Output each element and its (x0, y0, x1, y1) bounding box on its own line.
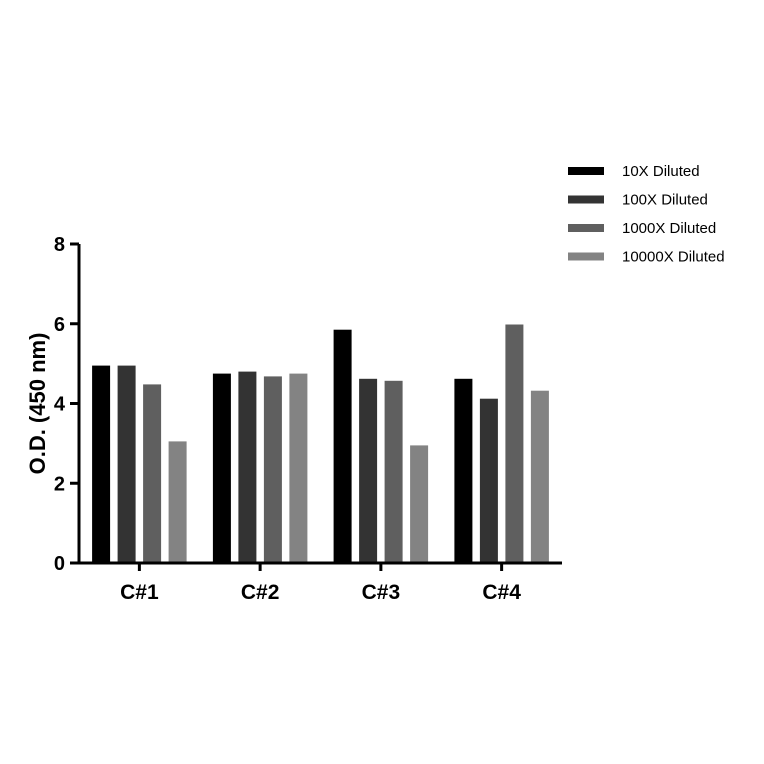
bar-C4-series-1 (454, 378, 473, 563)
y-tick-label: 4 (54, 394, 66, 416)
legend-swatch (568, 167, 604, 175)
bar-C2-series-3 (263, 376, 282, 563)
bar-C3-series-2 (359, 378, 378, 563)
legend-label: 10000X Diluted (622, 249, 725, 266)
y-tick-label: 2 (54, 473, 65, 495)
bar-C1-series-2 (117, 365, 136, 563)
legend: 10X Diluted 100X Diluted 1000X Diluted 1000… (568, 163, 725, 266)
x-category-label: C#1 (120, 581, 159, 604)
bar-C4-series-2 (479, 398, 498, 563)
y-axis-title: O.D. (450 nm) (25, 333, 50, 475)
bar-C1-series-1 (92, 365, 111, 563)
bar-C3-series-1 (333, 329, 352, 563)
bar-C3-series-3 (384, 380, 403, 563)
legend-swatch (568, 224, 604, 232)
y-tick-label: 6 (54, 314, 65, 336)
bar-C1-series-4 (168, 441, 187, 563)
legend-swatch (568, 195, 604, 204)
bar-C2-series-4 (289, 373, 308, 563)
legend-label: 1000X Diluted (622, 220, 716, 237)
bar-C2-series-1 (212, 373, 231, 563)
y-ticks-group: 0 2 4 6 8 (54, 234, 79, 575)
x-category-label: C#2 (241, 581, 280, 604)
legend-label: 10X Diluted (622, 163, 700, 180)
x-category-label: C#3 (362, 581, 401, 604)
x-ticks-group: C#1 C#2 C#3 C#4 (120, 563, 521, 604)
legend-swatch (568, 252, 604, 261)
bar-C1-series-3 (143, 384, 162, 563)
legend-label: 100X Diluted (622, 192, 708, 209)
x-category-label: C#4 (482, 581, 521, 604)
bar-C3-series-4 (410, 445, 429, 563)
bars-group (92, 324, 549, 563)
bar-C4-series-3 (505, 324, 524, 563)
y-tick-label: 8 (54, 234, 65, 256)
bar-C2-series-2 (238, 371, 257, 563)
bar-C4-series-4 (530, 390, 549, 563)
y-tick-label: 0 (54, 553, 65, 575)
